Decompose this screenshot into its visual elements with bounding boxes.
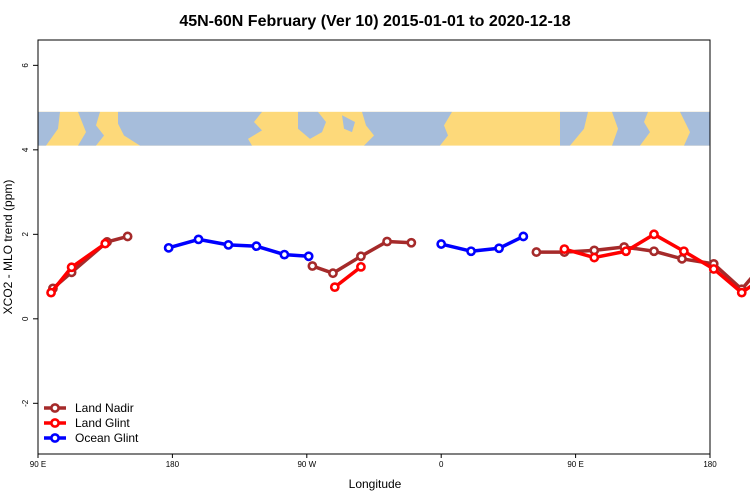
data-point (531, 247, 542, 257)
data-point (736, 287, 747, 298)
x-tick-label: 0 (439, 460, 444, 469)
y-tick-label: 4 (21, 147, 30, 152)
legend-label: Land Nadir (75, 401, 134, 415)
data-point (328, 268, 338, 279)
data-point (329, 282, 340, 293)
legend-label: Land Glint (75, 416, 130, 430)
legend-item: Land Glint (44, 416, 130, 430)
data-point (223, 239, 234, 250)
chart-title: 45N-60N February (Ver 10) 2015-01-01 to … (179, 13, 570, 30)
y-tick-label: 0 (21, 316, 30, 321)
legend-swatch-marker (50, 418, 60, 428)
y-tick-label: 6 (21, 63, 30, 68)
series-line (333, 265, 363, 289)
data-point (466, 246, 476, 257)
x-tick-label: 90 W (297, 460, 316, 469)
map-ocean-region (342, 115, 355, 133)
data-point (66, 262, 77, 273)
series-layer (46, 229, 750, 298)
data-point (193, 234, 204, 245)
legend-swatch-marker (50, 433, 60, 443)
data-point (356, 251, 366, 262)
x-axis-label: Longitude (349, 477, 402, 491)
y-axis-label: XCO2 - MLO trend (ppm) (1, 180, 15, 315)
map-ocean-region (118, 111, 262, 146)
map-ocean-region (78, 111, 104, 146)
x-tick-label: 90 E (567, 460, 583, 469)
y-axis: -2 0 2 4 6 (21, 63, 38, 407)
series-line (563, 232, 750, 295)
data-point (518, 231, 529, 242)
data-point (677, 253, 687, 264)
x-axis: 90 E 180 90 W 0 90 E 180 (30, 454, 717, 469)
data-point (559, 244, 570, 255)
map-ocean-region (560, 111, 588, 146)
data-point (46, 287, 56, 298)
data-point (356, 261, 366, 272)
data-point (406, 237, 417, 248)
data-point (382, 236, 392, 247)
y-tick-label: -2 (21, 399, 30, 407)
data-point (649, 246, 659, 257)
data-point (708, 264, 719, 274)
data-point (122, 231, 133, 242)
world-map-band (38, 111, 710, 146)
legend-item: Ocean Glint (44, 431, 139, 445)
data-point (678, 246, 689, 257)
map-ocean-region (298, 111, 326, 139)
legend-item: Land Nadir (44, 401, 134, 415)
x-tick-label: 180 (166, 460, 180, 469)
map-ocean-region (612, 111, 650, 146)
data-point (436, 239, 447, 249)
data-point (100, 238, 111, 249)
legend-swatch-marker (50, 403, 60, 413)
series-line (440, 234, 525, 253)
series-ocean-glint (163, 231, 529, 262)
data-point (621, 246, 631, 257)
data-point (307, 261, 318, 271)
map-ocean-region (362, 111, 452, 146)
plot-frame (37, 39, 711, 455)
series-line (51, 234, 129, 290)
y-tick-label: 2 (21, 232, 30, 237)
map-ocean-region (680, 111, 710, 146)
map-ocean-region (38, 111, 60, 146)
legend-label: Ocean Glint (75, 431, 139, 445)
data-point (279, 249, 290, 260)
x-tick-label: 180 (703, 460, 717, 469)
data-point (251, 241, 262, 252)
series-land-glint (46, 229, 750, 298)
data-point (303, 251, 314, 262)
data-point (163, 242, 174, 253)
data-point (494, 243, 504, 254)
data-point (589, 252, 600, 263)
data-point (649, 229, 659, 240)
x-tick-label: 90 E (30, 460, 46, 469)
